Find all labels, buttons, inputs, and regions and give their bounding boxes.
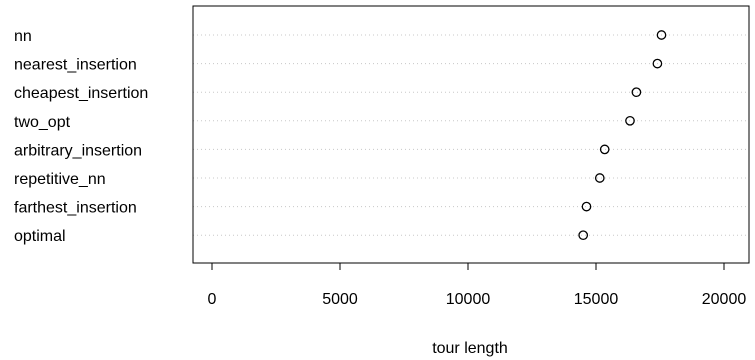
- data-point: [625, 115, 635, 126]
- data-point: [581, 201, 592, 212]
- data-point: [631, 87, 642, 98]
- data-point: [652, 58, 663, 69]
- plot-frame: [192, 5, 750, 264]
- category-label: two_opt: [14, 114, 71, 131]
- x-tick-label: 15000: [574, 291, 619, 308]
- x-tick-label: 5000: [322, 291, 358, 308]
- x-axis: 0 5000 10000 15000 20000: [208, 263, 747, 308]
- category-label: nn: [14, 28, 32, 45]
- category-label: repetitive_nn: [14, 171, 106, 188]
- category-label: optimal: [14, 228, 66, 245]
- category-label: farthest_insertion: [14, 200, 137, 217]
- data-point: [594, 173, 605, 183]
- category-label: nearest_insertion: [14, 57, 137, 74]
- guide-lines: [193, 34, 749, 236]
- x-axis-title: tour length: [432, 340, 508, 357]
- data-points: [578, 30, 667, 241]
- data-point: [578, 230, 589, 241]
- data-point: [599, 144, 610, 155]
- x-tick-label: 10000: [446, 291, 491, 308]
- data-point: [656, 30, 667, 40]
- category-label: arbitrary_insertion: [14, 142, 142, 159]
- x-tick-label: 0: [208, 291, 217, 308]
- category-label: cheapest_insertion: [14, 85, 148, 102]
- x-tick-label: 20000: [702, 291, 747, 308]
- category-labels: nn nearest_insertion cheapest_insertiontwo…: [14, 28, 148, 245]
